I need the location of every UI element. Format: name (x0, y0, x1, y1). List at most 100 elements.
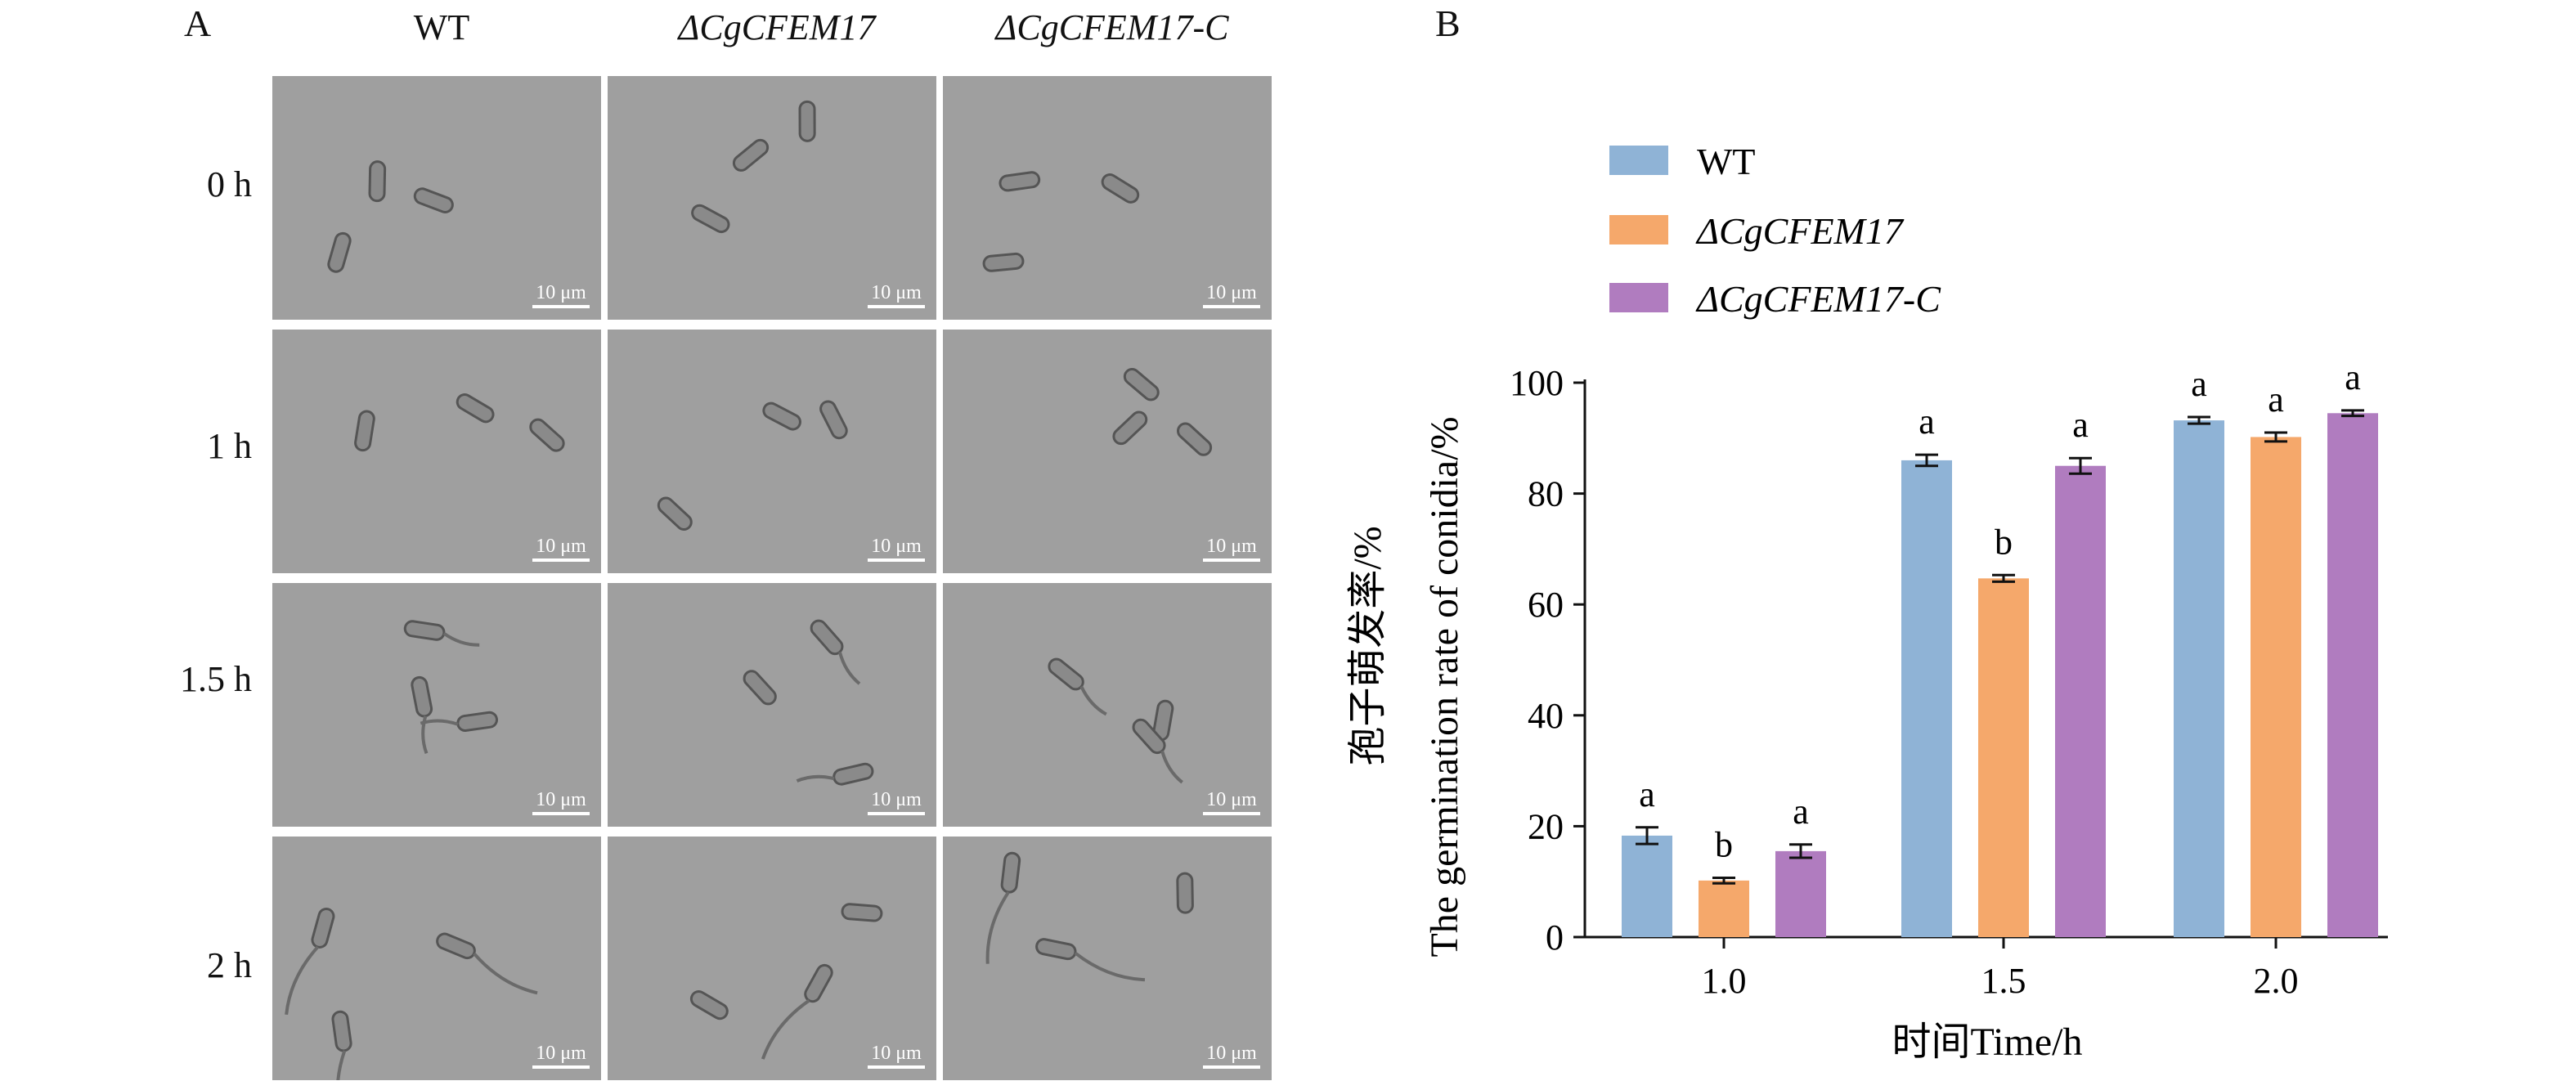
conidium (420, 711, 499, 732)
column-header-wt: WT (413, 7, 470, 47)
scale-bar-label: 10 μm (871, 536, 922, 557)
conidium (1048, 657, 1107, 716)
scale-bar-label: 10 μm (536, 789, 586, 810)
conidium (743, 670, 777, 706)
micrograph-wt-0h: 10 μm (272, 76, 601, 320)
conidium (819, 400, 848, 440)
scale-bar: 10 μm (532, 790, 590, 815)
bar-1-2 (2251, 437, 2301, 937)
scale-bar-label: 10 μm (1206, 282, 1257, 303)
micrograph-wt-2h: 10 μm (272, 837, 601, 1080)
conidium (999, 171, 1041, 192)
y-tick-label: 0 (1546, 917, 1564, 958)
scale-bar-label: 10 μm (1206, 789, 1257, 810)
conidium (354, 410, 375, 452)
micrograph-mutant-0h: 10 μm (608, 76, 936, 320)
scale-bar: 10 μm (532, 536, 590, 562)
y-tick-label: 100 (1510, 363, 1564, 403)
significance-letter: a (2345, 357, 2361, 397)
bar-0-2 (2174, 420, 2224, 937)
significance-letter: b (1995, 522, 2013, 562)
scale-bar-line (532, 1065, 590, 1069)
conidium (1035, 938, 1146, 982)
scale-bar-label: 10 μm (871, 282, 922, 303)
bar-0-0 (1622, 835, 1672, 937)
conidium (689, 990, 729, 1020)
micrograph-complement-1h: 10 μm (943, 330, 1272, 573)
conidium (456, 393, 495, 424)
legend-swatch-0 (1609, 146, 1668, 175)
y-axis-label-cn: 孢子萌发率/% (1346, 526, 1389, 765)
scale-bar-line (532, 305, 590, 308)
significance-letter: a (1793, 792, 1809, 832)
scale-bar-label: 10 μm (1206, 536, 1257, 557)
micrograph-wt-1-5h: 10 μm (272, 583, 601, 827)
significance-letter: b (1715, 824, 1733, 864)
conidium (1101, 173, 1140, 204)
conidium (732, 138, 770, 172)
scale-bar-line (1203, 558, 1260, 562)
y-axis-label-en: The germination rate of conidia/% (1423, 416, 1466, 957)
micrograph-mutant-1h: 10 μm (608, 330, 936, 573)
conidium (982, 252, 1025, 272)
legend-label-0: WT (1697, 141, 1756, 182)
bar-1-1 (1978, 578, 2029, 937)
y-tick-label: 60 (1528, 585, 1564, 625)
micrograph-wt-1h: 10 μm (272, 330, 601, 573)
conidium (285, 907, 335, 1016)
scale-bar: 10 μm (1203, 1043, 1260, 1069)
significance-letter: a (2268, 379, 2284, 419)
legend-swatch-2 (1609, 283, 1668, 312)
scale-bar: 10 μm (868, 790, 925, 815)
bar-2-0 (1775, 850, 1826, 937)
scale-bar-line (868, 1065, 925, 1069)
conidium (529, 418, 565, 452)
y-tick-label: 80 (1528, 474, 1564, 514)
column-header-mutant: ΔCgCFEM17 (678, 7, 876, 47)
conidium (403, 620, 480, 647)
bar-0-1 (1901, 460, 1952, 937)
conidium (1112, 410, 1148, 446)
conidium (657, 496, 693, 531)
scale-bar-label: 10 μm (536, 282, 586, 303)
scale-bar-label: 10 μm (871, 1043, 922, 1064)
significance-letter: a (2072, 405, 2089, 445)
column-header-complement: ΔCgCFEM17-C (995, 7, 1229, 47)
conidium (436, 932, 538, 995)
significance-letter: a (2191, 364, 2207, 404)
scale-bar-line (1203, 1065, 1260, 1069)
scale-bar-line (1203, 812, 1260, 815)
legend-swatch-1 (1609, 215, 1668, 244)
significance-letter: a (1639, 774, 1655, 814)
conidium (841, 903, 883, 922)
scale-bar: 10 μm (532, 283, 590, 308)
bar-1-0 (1699, 880, 1749, 937)
conidium (413, 187, 454, 213)
conidium (798, 100, 816, 142)
conidium (1123, 368, 1160, 401)
bar-2-2 (2327, 413, 2378, 937)
y-tick-label: 20 (1528, 806, 1564, 846)
scale-bar-label: 10 μm (536, 536, 586, 557)
micrograph-complement-1-5h: 10 μm (943, 583, 1272, 827)
conidium (762, 401, 801, 431)
conidium (761, 963, 833, 1060)
conidium (985, 851, 1021, 964)
scale-bar-line (868, 305, 925, 308)
x-tick-label: 1.0 (1702, 961, 1747, 1001)
scale-bar-label: 10 μm (1206, 1043, 1257, 1064)
x-axis-label: 时间Time/h (1892, 1020, 2083, 1064)
legend-label-2: ΔCgCFEM17-C (1695, 278, 1941, 320)
chart-legend: WT ΔCgCFEM17 ΔCgCFEM17-C (1609, 141, 1941, 320)
scale-bar: 10 μm (1203, 790, 1260, 815)
scale-bar-label: 10 μm (871, 789, 922, 810)
scale-bar-line (868, 558, 925, 562)
scale-bar-line (532, 558, 590, 562)
conidium (327, 231, 352, 273)
scale-bar-line (868, 812, 925, 815)
conidium (796, 762, 874, 786)
conidium (331, 1010, 352, 1080)
germination-bar-chart: WT ΔCgCFEM17 ΔCgCFEM17-C 0 20 40 60 80 100 1.0 1.… (1346, 141, 2388, 1064)
chart-bars: a b a a b a a a a (1622, 357, 2378, 937)
conidium (1132, 718, 1183, 784)
